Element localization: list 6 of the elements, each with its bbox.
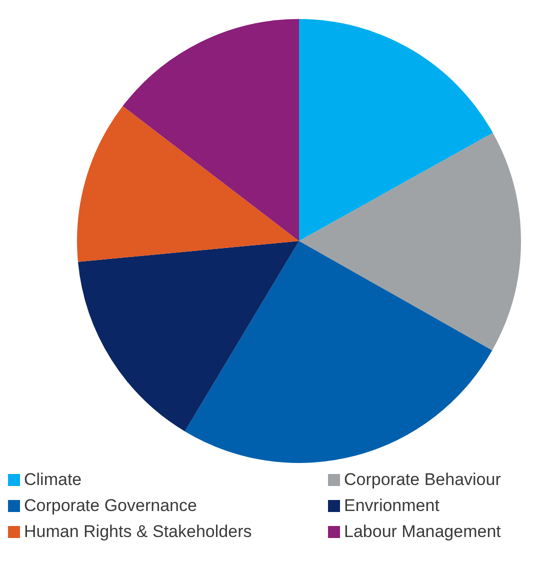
legend-label: Corporate Behaviour: [344, 470, 501, 490]
legend-label: Climate: [24, 470, 82, 490]
legend-label: Envrionment: [344, 496, 440, 516]
legend-label: Human Rights & Stakeholders: [24, 522, 252, 542]
legend-label: Corporate Governance: [24, 496, 197, 516]
legend-label: Labour Management: [344, 522, 501, 542]
